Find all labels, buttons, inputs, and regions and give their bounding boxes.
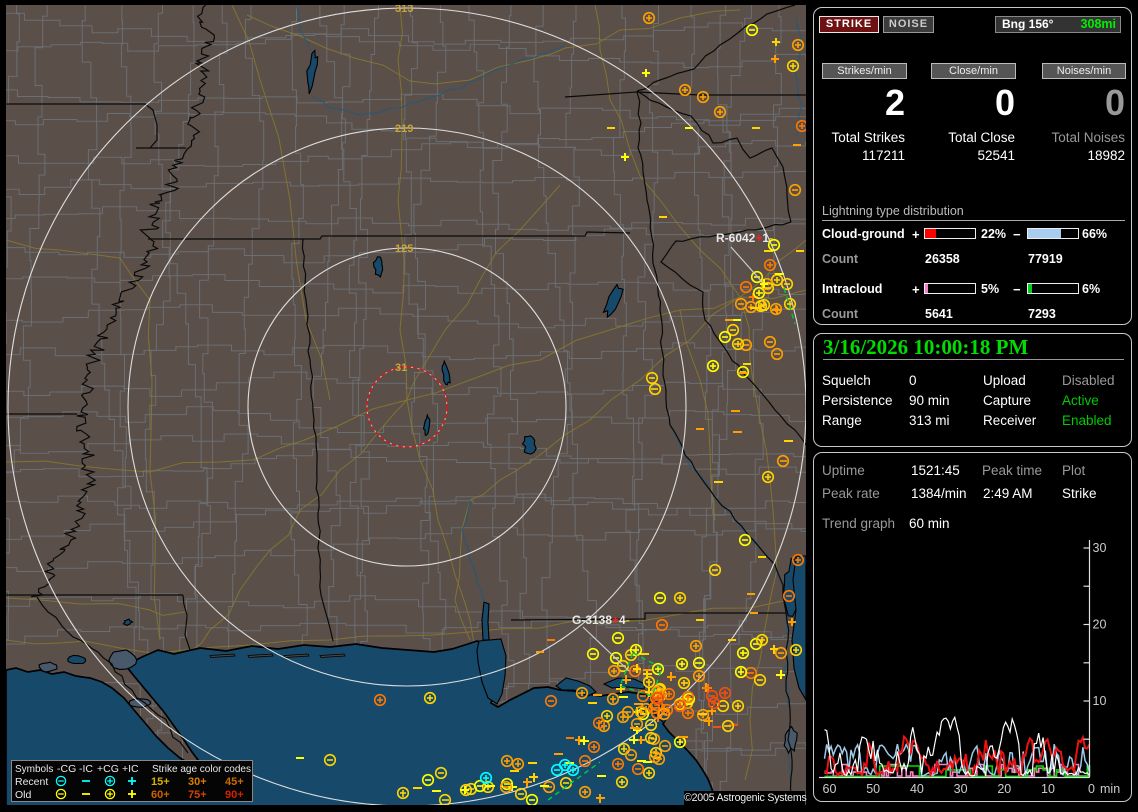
svg-text:+IC: +IC [122, 763, 139, 775]
svg-text:60+: 60+ [151, 789, 170, 801]
svg-text:30: 30 [954, 782, 968, 796]
svg-text:31: 31 [395, 362, 407, 374]
svg-text:+CG: +CG [97, 763, 119, 775]
svg-text:Symbols: Symbols [15, 764, 53, 775]
svg-text:125: 125 [395, 243, 413, 255]
svg-text:min: min [1100, 782, 1120, 796]
svg-text:10: 10 [1041, 782, 1055, 796]
svg-text:30: 30 [1093, 541, 1107, 555]
svg-text:40: 40 [910, 782, 924, 796]
svg-text:-CG: -CG [57, 763, 76, 775]
svg-text:20: 20 [1093, 618, 1107, 632]
svg-text:-IC: -IC [79, 763, 93, 775]
svg-text:0: 0 [1088, 782, 1095, 796]
svg-text:219: 219 [395, 123, 413, 135]
svg-text:G-3138+4-: G-3138+4- [572, 613, 630, 627]
svg-text:Recent: Recent [15, 776, 48, 788]
svg-text:Old: Old [15, 789, 32, 801]
svg-text:50: 50 [866, 782, 880, 796]
svg-text:15+: 15+ [151, 776, 170, 788]
svg-text:30+: 30+ [188, 776, 207, 788]
svg-text:313: 313 [395, 5, 413, 15]
svg-text:10: 10 [1093, 694, 1107, 708]
svg-text:75+: 75+ [188, 789, 207, 801]
svg-text:R-6042+1-: R-6042+1- [716, 231, 773, 245]
svg-text:20: 20 [997, 782, 1011, 796]
svg-text:45+: 45+ [225, 776, 244, 788]
svg-text:Strike age color codes: Strike age color codes [152, 764, 251, 775]
svg-text:60: 60 [823, 782, 837, 796]
svg-text:90+: 90+ [225, 789, 244, 801]
